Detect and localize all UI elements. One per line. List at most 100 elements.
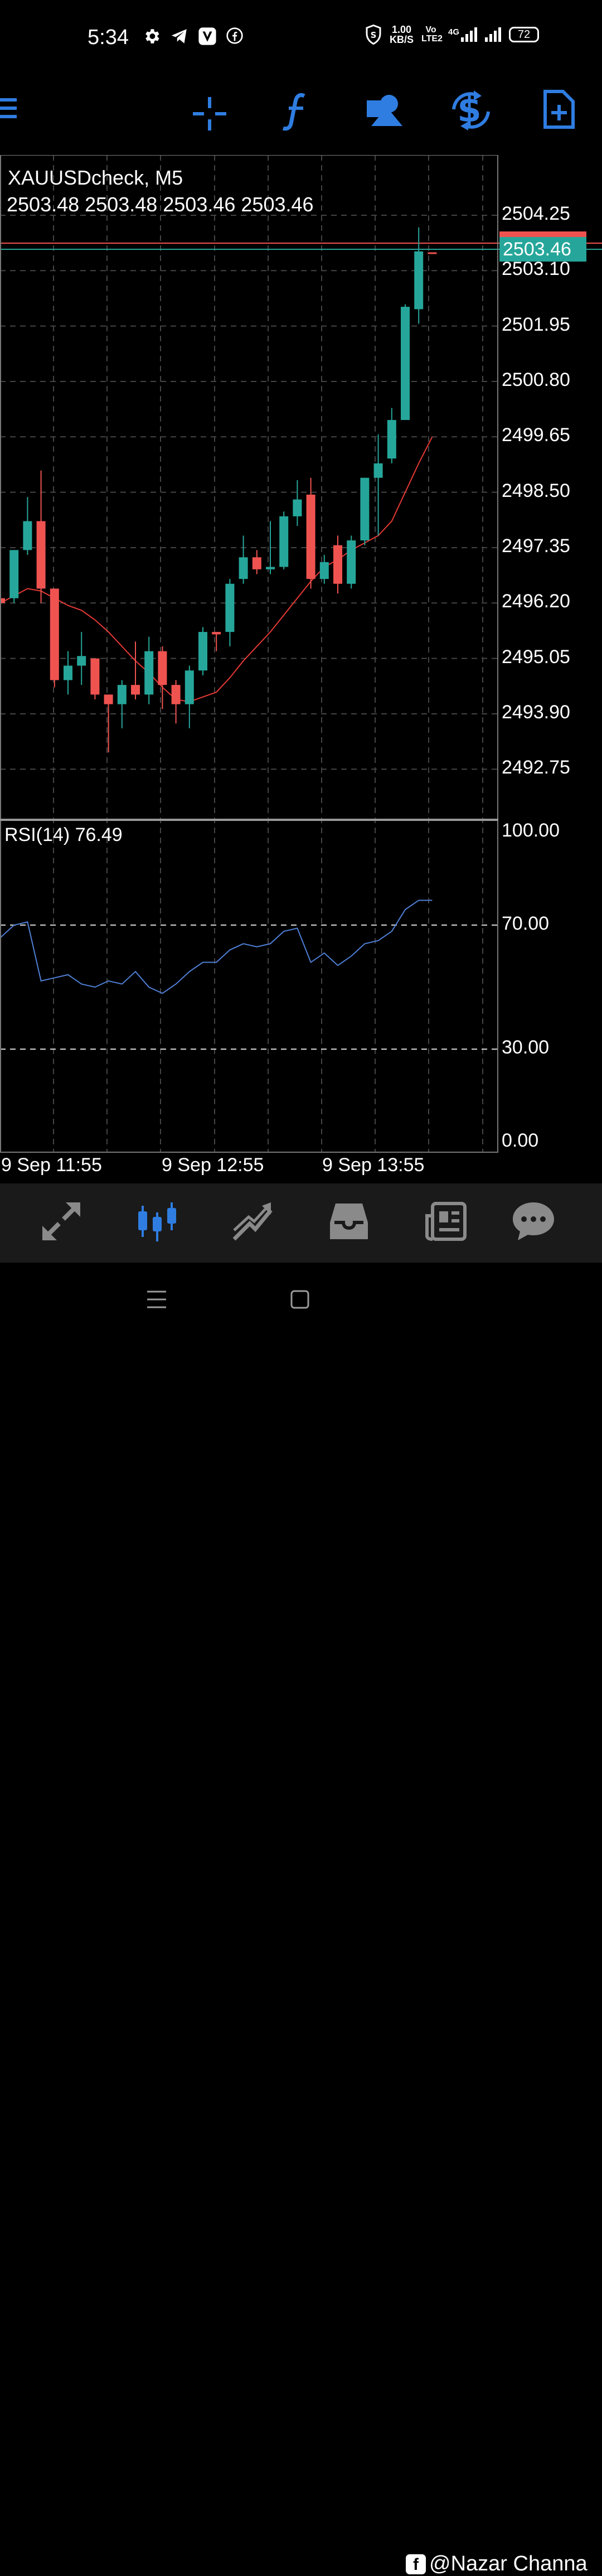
bull-candle (401, 307, 410, 421)
bear-candle (171, 685, 181, 704)
facebook-icon (226, 27, 243, 44)
bull-candle (347, 540, 356, 584)
chart-grid (0, 155, 602, 1152)
signal-4g-icon: 4G (448, 27, 478, 42)
x-tick-label: 9 Sep 11:55 (1, 1154, 102, 1176)
rsi-label: RSI(14) 76.49 (4, 824, 123, 845)
x-tick-label: 9 Sep 13:55 (322, 1154, 425, 1176)
network-type: 4G (448, 27, 460, 37)
bull-candle (279, 516, 289, 567)
quotes-icon[interactable] (40, 1200, 82, 1243)
bull-candle (77, 656, 86, 666)
objects-icon[interactable] (366, 93, 404, 128)
bear-candle (104, 694, 113, 704)
svg-text:S: S (371, 30, 377, 40)
bear-candle (90, 658, 100, 695)
y-tick-label: 2498.50 (502, 480, 570, 501)
home-icon[interactable] (290, 1289, 310, 1309)
y-tick-label: 2499.65 (502, 424, 570, 446)
rsi-polyline (0, 900, 433, 994)
telegram-icon (171, 29, 187, 44)
y-tick-label: 2496.20 (502, 591, 570, 612)
rsi-tick-label: 30.00 (502, 1037, 550, 1059)
y-tick-label: 2492.75 (502, 757, 570, 779)
net-speed-unit: KB/S (390, 34, 414, 45)
trade-icon[interactable]: $ (449, 90, 493, 131)
bear-candle (50, 588, 59, 680)
battery-level: 72 (517, 28, 531, 41)
net-speed-value: 1.00 (391, 24, 412, 35)
bear-candle (252, 557, 261, 569)
y-tick-label: 2501.95 (502, 313, 570, 335)
chart-icon[interactable] (135, 1200, 179, 1245)
recents-icon[interactable] (146, 1289, 167, 1309)
crosshair-icon[interactable] (192, 96, 227, 132)
bull-candle (64, 665, 72, 680)
bull-candle (319, 562, 329, 579)
notification-icons (142, 27, 244, 46)
system-indicators: S 1.00 KB/S Vo LTE2 4G 72 (365, 25, 540, 45)
battery-icon: 72 (509, 27, 540, 42)
bull-candle (266, 567, 275, 569)
bull-candle (23, 521, 32, 550)
history-icon[interactable] (328, 1200, 370, 1243)
bear-candle (0, 598, 5, 603)
bear-candle (333, 545, 342, 584)
rsi-line (0, 900, 433, 994)
bull-candle (387, 420, 396, 459)
y-tick-label: 2504.25 (502, 202, 570, 224)
bull-candle (293, 499, 302, 516)
y-tick-label: 2497.35 (502, 535, 570, 557)
bear-candle (158, 651, 167, 685)
new-order-icon[interactable] (542, 89, 575, 131)
rsi-tick-label: 70.00 (502, 912, 550, 934)
x-tick-label: 9 Sep 12:55 (162, 1154, 264, 1176)
news-icon[interactable] (425, 1200, 467, 1243)
messages-icon[interactable] (512, 1200, 555, 1243)
watermark: f @Nazar Channa (406, 2552, 588, 2576)
status-bar: 5:34 S 1.00 KB/S Vo LTE2 4G 72 (0, 0, 602, 78)
volte-indicator: Vo LTE2 (421, 25, 443, 44)
facebook-logo-icon: f (406, 2554, 426, 2574)
symbol-label: XAUUSDcheck, M5 (8, 166, 183, 189)
bear-candle (131, 685, 140, 695)
bull-candle (225, 583, 235, 632)
bull-candle (185, 670, 194, 704)
vpn-v-icon (198, 27, 216, 45)
y-tick-label: 2503.10 (502, 258, 570, 280)
y-tick-label: 2495.05 (502, 646, 570, 668)
rsi-tick-label: 100.00 (502, 820, 560, 841)
candles (0, 227, 437, 753)
bull-candle (117, 685, 127, 704)
price-chart[interactable] (0, 155, 602, 1153)
ma-line (0, 436, 433, 703)
rsi-tick-label: 0.00 (502, 1130, 539, 1151)
bull-candle (373, 463, 383, 478)
bull-candle (239, 557, 248, 579)
ohlc-label: 2503.48 2503.48 2503.46 2503.46 (7, 193, 314, 216)
status-time: 5:34 (88, 26, 129, 49)
bear-candle (306, 494, 315, 579)
moving-average-line (0, 436, 433, 703)
bear-candle (36, 521, 46, 589)
chart-toolbar: $ (0, 78, 602, 139)
trade-chart-icon[interactable] (231, 1200, 273, 1243)
system-navigation: f @Nazar Channa (0, 1263, 602, 2575)
shield-icon: S (366, 25, 381, 45)
y-tick-label: 2493.90 (502, 701, 570, 723)
y-tick-label: 2500.80 (502, 369, 570, 390)
bottom-navigation (0, 1183, 602, 1263)
bull-candle (360, 477, 370, 541)
bull-candle (144, 651, 154, 695)
current-price-badge: 2503.46 (499, 237, 586, 262)
bull-candle (414, 251, 424, 310)
bull-candle (198, 632, 207, 671)
bear-candle (428, 252, 437, 254)
bear-candle (212, 632, 221, 635)
signal-icon (485, 27, 502, 42)
chart-frame (0, 155, 498, 1153)
indicators-icon[interactable] (279, 91, 314, 132)
menu-icon[interactable] (0, 95, 19, 123)
net-speed: 1.00 KB/S (390, 25, 414, 45)
watermark-text: @Nazar Channa (429, 2552, 588, 2575)
